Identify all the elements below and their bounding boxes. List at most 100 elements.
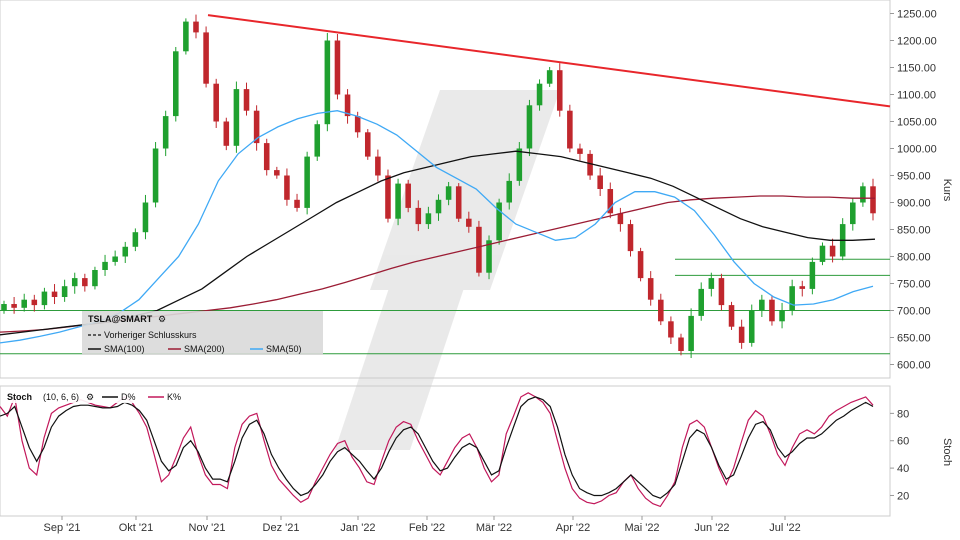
candle-body — [567, 110, 573, 149]
candle-body — [51, 291, 58, 297]
x-tick-label: Mär '22 — [476, 522, 512, 534]
candle-body — [284, 175, 290, 200]
candle-body — [870, 186, 876, 214]
stoch-settings-icon[interactable]: ⚙ — [86, 392, 94, 402]
stoch-k-line — [0, 392, 874, 508]
legend-sma200-label: SMA(200) — [184, 344, 225, 354]
candle-body — [769, 299, 775, 322]
candle-body — [425, 213, 432, 225]
stoch-d-line — [0, 396, 874, 499]
x-tick-label: Mai '22 — [624, 522, 659, 534]
x-tick-label: Apr '22 — [556, 522, 591, 534]
legend-sma50-label: SMA(50) — [266, 344, 302, 354]
candle-body — [668, 321, 674, 338]
stoch-y-tick-label: 20 — [897, 490, 909, 502]
candle-body — [263, 143, 270, 171]
y-tick-label: 1200.00 — [897, 36, 937, 48]
price-plot: 600.00 650.00 700.00 750.00 800.00 850.00 900.… — [0, 9, 937, 372]
x-tick-label: Okt '21 — [119, 522, 154, 534]
candle-body — [486, 240, 492, 273]
candle-body — [698, 288, 704, 316]
candle-body — [445, 186, 452, 200]
candle-body — [385, 175, 391, 219]
candle-body — [678, 337, 684, 351]
y-axis-label-stoch: Stoch — [941, 438, 953, 466]
x-tick-label: Feb '22 — [409, 522, 445, 534]
candle-body — [556, 70, 563, 111]
candle-body — [627, 224, 634, 252]
candle-body — [375, 156, 381, 176]
candle-body — [1, 304, 7, 311]
candle-body — [728, 305, 735, 327]
candle-body — [324, 40, 331, 125]
stoch-y-tick-label: 80 — [897, 408, 909, 420]
candle-body — [203, 32, 209, 84]
candle-body — [233, 89, 240, 146]
candle-body — [738, 326, 745, 343]
candle-body — [597, 175, 603, 189]
candle-body — [466, 218, 472, 227]
candle-body — [587, 153, 593, 176]
y-tick-label: 1150.00 — [897, 63, 936, 75]
candle-body — [688, 315, 694, 351]
candle-body — [476, 226, 482, 273]
candle-body — [82, 278, 88, 287]
x-tick-label: Sep '21 — [44, 522, 81, 534]
resistance-trendline — [207, 14, 891, 108]
candle-body — [415, 207, 422, 225]
candle-body — [526, 105, 533, 149]
candle-body — [779, 310, 785, 322]
y-tick-label: 600.00 — [897, 360, 931, 372]
legend-prev-close-label: Vorheriger Schlusskurs — [104, 330, 197, 340]
candle-body — [435, 199, 442, 214]
candle-body — [718, 278, 725, 306]
y-tick-label: 1000.00 — [897, 144, 937, 156]
candle-body — [132, 232, 139, 247]
candle-body — [708, 278, 715, 289]
instrument-label: TSLA@SMART — [88, 314, 153, 324]
y-tick-label: 850.00 — [897, 225, 931, 237]
candle-body — [243, 89, 250, 111]
candle-body — [516, 148, 523, 181]
candle-body — [294, 199, 300, 208]
candle-body — [253, 110, 260, 144]
candle-body — [455, 186, 462, 219]
main-panel — [0, 0, 891, 379]
legend-sma100-label: SMA(100) — [104, 344, 145, 354]
stoch-plot: Sep '21 Okt '21 Nov '21 Dez '21 Jan '22 Feb '… — [0, 392, 909, 534]
candle-body — [122, 246, 129, 257]
candle-body — [344, 94, 351, 117]
candle-body — [748, 310, 755, 343]
stoch-legend-box — [2, 389, 194, 403]
legend-k-label: K% — [167, 392, 181, 402]
candle-body — [850, 202, 856, 225]
x-tick-label: Jun '22 — [694, 522, 729, 534]
candle-body — [364, 132, 371, 157]
candle-body — [647, 278, 654, 300]
candle-body — [21, 299, 27, 308]
tsla-settings-icon[interactable]: ⚙ — [158, 314, 166, 324]
x-tick-label: Dez '21 — [263, 522, 300, 534]
y-tick-label: 650.00 — [897, 333, 931, 345]
candle-body — [546, 70, 553, 84]
candle-body — [809, 261, 816, 289]
y-tick-label: 1050.00 — [897, 117, 937, 129]
x-tick-label: Nov '21 — [189, 522, 226, 534]
y-tick-label: 1100.00 — [897, 90, 936, 102]
candle-body — [819, 245, 826, 262]
y-tick-label: 900.00 — [897, 198, 931, 210]
x-tick-label: Jul '22 — [769, 522, 800, 534]
candle-body — [637, 251, 644, 279]
sma50-line — [0, 110, 874, 344]
candle-body — [496, 202, 502, 241]
candle-body — [71, 278, 78, 287]
candle-body — [506, 180, 513, 203]
candle-body — [274, 170, 280, 176]
candle-body — [223, 121, 230, 146]
stoch-title: Stoch — [7, 392, 32, 402]
candle-body — [11, 304, 17, 308]
candle-body — [829, 245, 836, 257]
candle-body — [61, 286, 68, 297]
y-tick-label: 800.00 — [897, 252, 931, 264]
